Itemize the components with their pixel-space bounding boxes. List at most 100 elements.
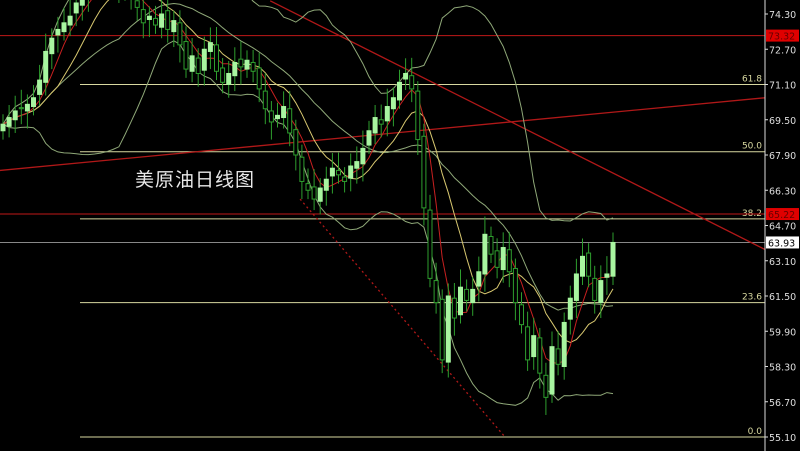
candle-body — [134, 0, 140, 8]
candle-body — [531, 335, 537, 358]
y-tick-label: 59.90 — [769, 327, 796, 338]
candle-body — [464, 288, 470, 301]
candle-body — [153, 17, 158, 26]
candle-body — [171, 20, 177, 33]
candle-body — [390, 97, 396, 110]
candle-body — [183, 41, 189, 70]
candle-body — [458, 286, 463, 316]
candle-body — [512, 267, 518, 304]
candle-body — [323, 178, 329, 191]
candle-body — [49, 37, 55, 55]
candle-body — [305, 183, 311, 191]
candle-body — [555, 348, 561, 365]
candle-body — [360, 147, 366, 165]
candle-body — [262, 90, 268, 110]
y-tick-label: 67.90 — [769, 151, 796, 162]
price-marker-label: 63.93 — [768, 238, 795, 249]
candle-body — [165, 10, 171, 30]
candle-body — [525, 326, 531, 361]
price-marker-label: 73.32 — [768, 32, 795, 43]
candle-body — [500, 247, 506, 271]
bollinger-upper — [2, 0, 614, 222]
candle-body — [281, 106, 287, 119]
candle-body — [336, 169, 341, 176]
candle-body — [427, 209, 433, 279]
candle-body — [12, 110, 18, 121]
candle-body — [31, 97, 36, 108]
candle-body — [79, 0, 85, 6]
y-tick-label: 71.10 — [769, 81, 796, 92]
candle-body — [232, 61, 238, 77]
candle-body — [445, 295, 451, 363]
fib-label: 61.8 — [742, 75, 762, 85]
candle-body — [519, 304, 524, 326]
price-marker-box — [766, 236, 799, 249]
candle-body — [604, 273, 610, 278]
candle-body — [451, 297, 457, 319]
y-tick-label: 72.70 — [769, 45, 796, 56]
candle-body — [311, 186, 317, 200]
candle-body — [482, 233, 488, 275]
candle-body — [494, 250, 500, 268]
candle-body — [238, 58, 244, 68]
candle-body — [439, 298, 445, 361]
candle-body — [476, 271, 482, 287]
candle-body — [409, 75, 415, 90]
candle-body — [214, 44, 219, 72]
chart-title: 美原油日线图 — [135, 169, 256, 191]
candle-body — [55, 28, 61, 36]
candle-body — [226, 72, 232, 85]
candle-body — [470, 288, 476, 304]
candle-body — [421, 135, 427, 209]
candle-body — [329, 167, 335, 177]
candle-body — [433, 280, 439, 304]
y-tick-label: 58.30 — [769, 363, 796, 374]
candle-body — [256, 67, 262, 90]
candle-body — [573, 273, 579, 301]
y-tick-label: 61.50 — [769, 292, 796, 303]
candle-body — [37, 79, 43, 95]
fib-label: 23.6 — [742, 293, 762, 303]
candle-body — [6, 117, 12, 127]
candle-body — [342, 176, 348, 182]
candle-body — [207, 42, 213, 52]
candle-body — [537, 337, 543, 374]
candle-body — [567, 297, 573, 320]
candle-body — [543, 374, 549, 398]
y-tick-label: 66.30 — [769, 186, 796, 197]
candle-body — [43, 50, 49, 83]
candle-body — [348, 165, 354, 179]
price-marker-box — [766, 208, 799, 221]
price-marker-label: 65.22 — [768, 210, 795, 221]
candle-body — [244, 59, 250, 70]
candle-body — [506, 249, 512, 273]
candle-body — [177, 22, 183, 46]
trendline — [269, 0, 766, 251]
y-tick-label: 56.70 — [769, 398, 796, 409]
candle-body — [73, 2, 79, 14]
candle-body — [220, 67, 226, 83]
candle-body — [366, 130, 372, 146]
candle-body — [67, 15, 73, 26]
candle-body — [384, 106, 390, 122]
candle-body — [159, 13, 165, 28]
y-tick-label: 69.50 — [769, 116, 796, 127]
candle-body — [24, 103, 30, 112]
candle-body — [275, 114, 280, 120]
y-tick-label: 63.10 — [769, 257, 796, 268]
candle-body — [403, 72, 409, 80]
ma-10-line — [2, 0, 614, 344]
candle-body — [189, 55, 195, 72]
candle-body — [0, 123, 6, 132]
candle-body — [195, 57, 201, 74]
candle-body — [293, 129, 299, 156]
candle-body — [18, 107, 24, 110]
fib-label: 50.0 — [742, 142, 762, 152]
candle-body — [250, 61, 256, 72]
candle-body — [317, 187, 323, 202]
candle-body — [372, 117, 378, 134]
candle-body — [268, 110, 274, 123]
candle-body — [287, 108, 293, 134]
